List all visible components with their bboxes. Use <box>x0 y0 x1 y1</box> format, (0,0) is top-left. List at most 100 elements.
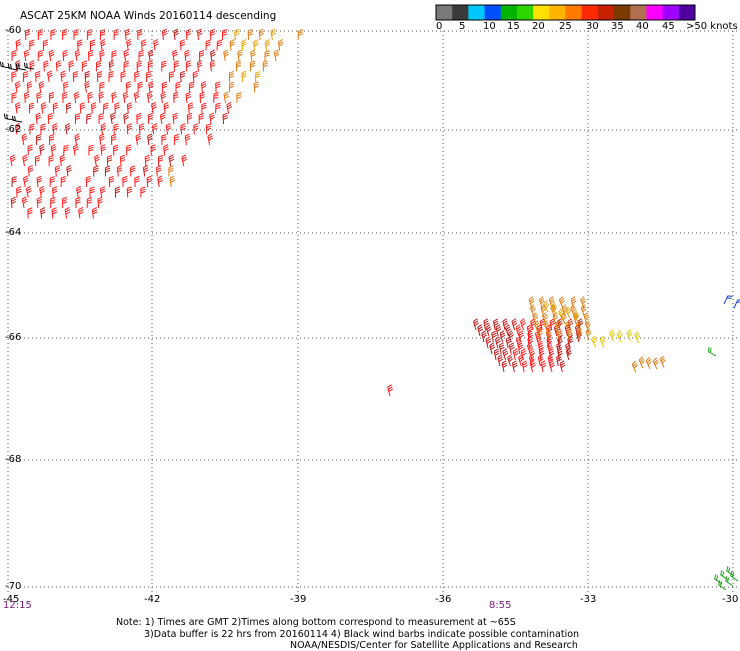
wind-barb <box>659 355 666 368</box>
wind-barb <box>160 91 167 104</box>
wind-barb <box>494 336 501 349</box>
wind-barb <box>493 348 500 361</box>
wind-barb <box>22 71 29 83</box>
wind-barb <box>138 50 144 62</box>
wind-barb <box>74 133 81 146</box>
wind-barb <box>714 574 723 585</box>
wind-barb <box>108 175 115 188</box>
time-label-center: 8:55 <box>489 600 512 611</box>
wind-barb <box>205 123 212 135</box>
wind-barb <box>14 122 21 135</box>
wind-barb <box>502 318 509 331</box>
wind-barb <box>48 155 54 166</box>
wind-barb <box>168 165 174 177</box>
wind-barb <box>226 101 233 114</box>
legend-swatch <box>452 5 469 20</box>
wind-barb <box>223 91 230 104</box>
wind-barb <box>85 175 91 188</box>
wind-barb <box>11 70 17 83</box>
wind-barb <box>547 354 554 367</box>
wind-barb <box>576 328 583 341</box>
wind-barb <box>3 113 15 121</box>
legend-swatch <box>565 5 583 20</box>
wind-barb <box>77 39 83 51</box>
wind-barb <box>502 348 509 361</box>
wind-barb <box>209 49 216 62</box>
wind-barb <box>54 165 61 177</box>
wind-barb <box>37 28 43 41</box>
wind-barb <box>24 28 31 41</box>
wind-barb <box>87 91 93 104</box>
wind-barb <box>515 336 522 349</box>
wind-barb <box>75 197 81 208</box>
wind-barb <box>163 144 169 156</box>
lat-label: -68 <box>5 454 22 465</box>
wind-barb <box>11 50 17 61</box>
wind-barb <box>27 165 34 177</box>
wind-barb <box>556 318 563 331</box>
wind-barb <box>55 60 62 72</box>
wind-barb <box>565 348 572 361</box>
wind-barb <box>130 165 136 177</box>
wind-barb <box>50 28 56 41</box>
wind-barb <box>126 186 133 198</box>
wind-barb <box>161 28 168 41</box>
wind-barb <box>540 360 547 373</box>
legend-swatch <box>516 5 534 20</box>
wind-barb <box>733 299 740 309</box>
legend-swatch <box>468 5 486 20</box>
wind-barb <box>576 330 582 343</box>
wind-barb <box>498 342 505 355</box>
wind-barb <box>42 39 49 51</box>
wind-barb <box>29 60 35 72</box>
wind-barb <box>51 207 58 219</box>
wind-barb <box>76 185 82 198</box>
wind-barb <box>616 330 623 343</box>
wind-barb <box>61 28 68 41</box>
wind-barb <box>558 296 565 309</box>
wind-barb <box>110 112 116 125</box>
legend-tick-label: 30 <box>586 21 599 32</box>
wind-barb <box>626 329 633 342</box>
wind-barb <box>264 39 271 51</box>
lon-label: -42 <box>144 594 161 605</box>
wind-barb <box>173 28 179 41</box>
wind-barb <box>228 81 235 93</box>
wind-barb <box>86 29 93 41</box>
wind-barb <box>126 123 133 135</box>
wind-barb <box>209 60 216 72</box>
wind-barb <box>573 310 580 323</box>
wind-barb <box>521 360 528 373</box>
wind-barb <box>534 320 541 333</box>
wind-barb <box>28 102 35 114</box>
wind-barb <box>46 70 53 83</box>
wind-barb <box>559 360 566 373</box>
wind-barb <box>200 81 207 93</box>
wind-barb <box>526 324 533 337</box>
wind-barb <box>517 354 524 367</box>
wind-barb <box>297 29 304 41</box>
wind-barb <box>529 304 536 317</box>
wind-barb <box>40 102 47 114</box>
wind-barb <box>565 306 572 319</box>
wind-barb <box>140 186 146 198</box>
wind-barb <box>122 175 128 188</box>
wind-barb <box>48 91 55 104</box>
wind-barb <box>29 123 35 135</box>
wind-barb <box>499 330 506 343</box>
wind-barb <box>147 112 154 125</box>
wind-barb <box>520 318 527 331</box>
wind-barb <box>74 113 81 125</box>
wind-barb <box>172 49 178 62</box>
wind-barb <box>98 113 104 124</box>
wind-barb <box>229 39 236 51</box>
wind-barb <box>497 354 504 367</box>
wind-barb <box>43 60 49 72</box>
wind-barb <box>136 112 142 125</box>
wind-barb <box>97 196 103 209</box>
wind-barb <box>113 29 119 40</box>
wind-barb <box>111 133 117 146</box>
wind-barb <box>114 102 120 114</box>
wind-barb <box>111 91 117 104</box>
wind-barb <box>572 312 579 325</box>
